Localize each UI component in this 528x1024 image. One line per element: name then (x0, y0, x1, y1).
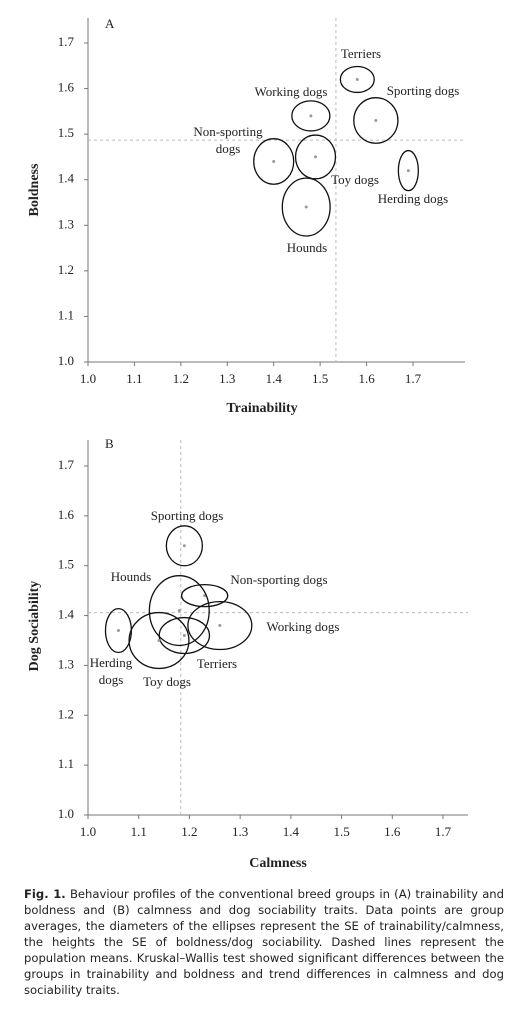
y-tick-label: 1.6 (58, 507, 75, 522)
se-ellipse (339, 65, 375, 94)
y-tick-label: 1.0 (58, 353, 74, 368)
x-tick-label: 1.1 (131, 824, 147, 839)
caption: Fig. 1. Behaviour profiles of the conven… (24, 886, 504, 998)
x-tick-label: 1.6 (384, 824, 401, 839)
data-point (314, 155, 317, 159)
data-point (355, 77, 359, 81)
se-ellipse (294, 134, 337, 180)
x-tick-label: 1.6 (358, 371, 375, 386)
group-label: Hounds (111, 569, 151, 584)
group-label: Herding dogs (378, 191, 448, 206)
y-axis-title: Dog Sociability (27, 581, 42, 672)
y-tick-label: 1.3 (58, 216, 74, 231)
se-ellipse (104, 607, 133, 654)
figure: A Trainability Boldness 1.0 1.1 1.2 1.3 1.4 1.5 1… (27, 16, 468, 871)
group-label: Toy dogs (143, 674, 191, 689)
data-point (374, 118, 378, 122)
x-tick-label: 1.3 (232, 824, 248, 839)
data-point (177, 609, 181, 613)
group-label: Hounds (287, 240, 327, 255)
x-tick-label: 1.1 (126, 371, 142, 386)
y-tick-label: 1.5 (58, 557, 74, 572)
x-tick-label: 1.2 (173, 371, 189, 386)
x-tick-label: 1.5 (333, 824, 349, 839)
x-tick-label: 1.0 (80, 371, 96, 386)
y-tick-label: 1.3 (58, 656, 74, 671)
data-point (304, 205, 308, 209)
se-ellipse (180, 584, 229, 608)
x-tick-label: 1.3 (219, 371, 235, 386)
y-tick-label: 1.7 (58, 34, 75, 49)
caption-label: Fig. 1. (24, 887, 66, 901)
y-tick-label: 1.2 (58, 706, 74, 721)
y-tick-label: 1.4 (58, 607, 75, 622)
panel-label: B (105, 436, 114, 451)
y-tick-label: 1.0 (58, 806, 74, 821)
group-label: Sporting dogs (151, 508, 224, 523)
y-tick-label: 1.1 (58, 307, 74, 322)
x-axis-title: Trainability (226, 401, 297, 416)
se-ellipse (158, 616, 211, 655)
data-point (406, 169, 410, 173)
group-label: Working dogs (255, 84, 328, 99)
x-tick-label: 1.4 (266, 371, 283, 386)
se-ellipse (148, 575, 210, 647)
x-tick-label: 1.4 (283, 824, 300, 839)
se-ellipse (291, 100, 331, 132)
y-tick-label: 1.1 (58, 756, 74, 771)
data-point (309, 114, 313, 118)
group-label: Non-sporting dogs (230, 572, 327, 587)
group-label: Working dogs (267, 619, 340, 634)
group-label: Toy dogs (331, 172, 379, 187)
x-axis-title: Calmness (249, 856, 307, 871)
data-point (272, 159, 276, 163)
x-tick-label: 1.0 (80, 824, 96, 839)
x-tick-label: 1.2 (181, 824, 197, 839)
caption-text: Behaviour profiles of the conventional b… (24, 887, 505, 997)
se-ellipse (281, 177, 331, 237)
x-tick-label: 1.7 (405, 371, 422, 386)
group-label: Sporting dogs (387, 83, 460, 98)
group-label: Terriers (341, 46, 381, 61)
data-point (157, 639, 161, 642)
se-ellipse (165, 525, 204, 567)
group-label: Terriers (197, 656, 237, 671)
data-point (182, 634, 186, 638)
se-ellipse (128, 611, 190, 670)
group-label: Herding dogs (90, 655, 133, 687)
y-tick-label: 1.2 (58, 262, 74, 277)
group-label: Non-sporting dogs (193, 124, 263, 156)
panel-label: A (105, 16, 115, 31)
data-point (116, 629, 120, 633)
x-tick-label: 1.7 (435, 824, 452, 839)
y-tick-label: 1.7 (58, 457, 75, 472)
se-ellipse (397, 149, 419, 192)
se-ellipse (187, 600, 253, 651)
y-tick-label: 1.5 (58, 125, 74, 140)
data-point (218, 624, 222, 628)
x-tick-label: 1.5 (312, 371, 328, 386)
y-tick-label: 1.4 (58, 171, 75, 186)
data-point (182, 544, 186, 548)
se-ellipse (353, 97, 399, 144)
y-axis-title: Boldness (27, 163, 42, 216)
y-tick-label: 1.6 (58, 80, 75, 95)
se-ellipse (253, 138, 295, 185)
